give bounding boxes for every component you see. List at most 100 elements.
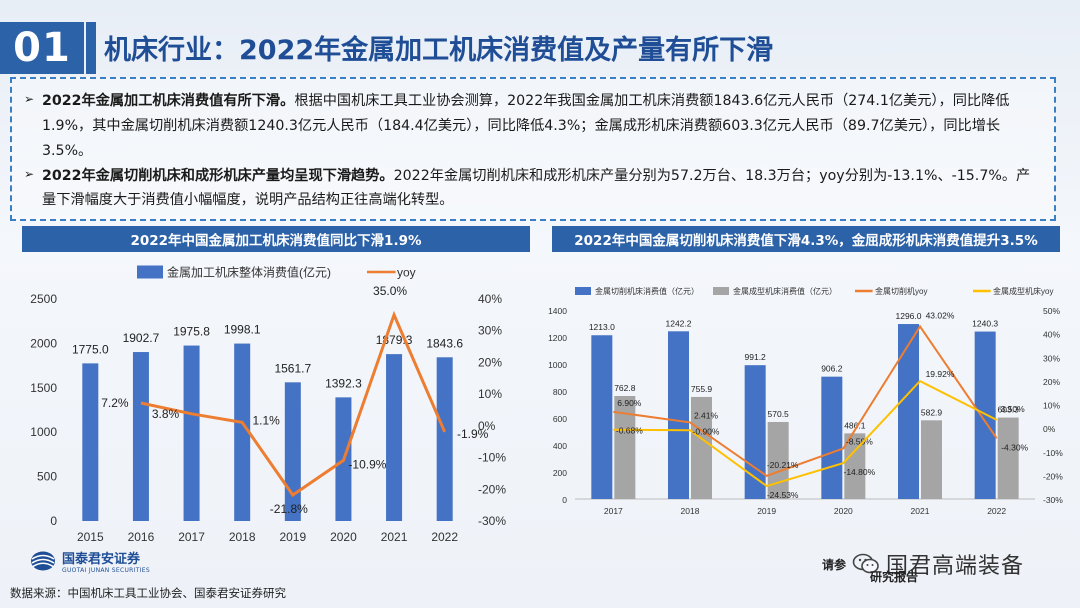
chart2-bar-label: 1213.0	[589, 322, 615, 332]
chart1-bar-1	[183, 345, 200, 521]
chart2-line-label: 6.90%	[617, 398, 642, 408]
chart2-bar-label: 906.2	[821, 364, 843, 374]
chart2-bar-2	[921, 420, 942, 499]
chart2-line-label: 2.41%	[694, 410, 719, 420]
chart2-line-label: -0.90%	[693, 426, 720, 436]
chart2-bar-1	[591, 335, 613, 499]
chart1-bar-label: 1975.8	[173, 325, 210, 339]
chart1-y-right-tick: 20%	[478, 355, 502, 369]
chart2-line-label: -20.21%	[767, 460, 799, 470]
chart1-y-left-tick: 2000	[30, 336, 57, 350]
chart2-y-left-tick: 600	[553, 414, 567, 424]
chart1-x-tick: 2022	[431, 530, 458, 544]
chart2-title: 2022年中国金属切削机床消费值下滑4.3%，金屈成形机床消费值提升3.5%	[552, 226, 1060, 252]
section-number: 01	[0, 22, 84, 74]
chart2-x-tick: 2020	[834, 506, 853, 516]
chart1-line-label: 1.1%	[253, 413, 281, 427]
chart2-x-tick: 2021	[911, 506, 930, 516]
chart1-bar-label: 1902.7	[123, 331, 160, 345]
chart1-legend-label: 金属加工机床整体消费值(亿元)	[167, 265, 331, 280]
header-accent-bar	[86, 22, 96, 74]
chart1-line-label: -1.9%	[457, 427, 489, 441]
chart2-y-left-tick: 200	[553, 468, 567, 478]
bullet-arrow-icon: ➢	[24, 92, 35, 106]
chart2-legend-swatch	[575, 287, 591, 295]
summary-bullet-1: ➢ 2022年金属加工机床消费值有所下滑。根据中国机床工具工业协会测算，2022…	[24, 89, 1040, 164]
chart2-bar-label: 1242.2	[666, 318, 692, 328]
guotai-logo-icon	[31, 551, 55, 571]
chart2-bar-2	[767, 421, 789, 499]
chart2-bar-label: 755.9	[691, 384, 713, 394]
chart2-y-left-tick: 400	[553, 441, 567, 451]
chart2-y-right-tick: 40%	[1043, 330, 1060, 340]
logo-en: GUOTAI JUNAN SECURITIES	[62, 567, 150, 574]
chart2-y-right-tick: 20%	[1043, 377, 1060, 387]
chart2-bar-2	[997, 417, 1019, 499]
chart1-bar-1	[386, 354, 403, 521]
chart1-line-label: -21.8%	[270, 502, 308, 516]
chart1-line-label: 35.0%	[373, 284, 407, 298]
chart1-bar-label: 1392.3	[325, 376, 362, 390]
chart1-y-right-tick: 10%	[478, 387, 502, 401]
wechat-icon	[852, 553, 879, 574]
chart2-y-right-tick: -30%	[1043, 495, 1063, 505]
page-title: 机床行业：2022年金属加工机床消费值及产量有所下滑	[104, 35, 774, 66]
chart2-line-label: 43.02%	[926, 310, 955, 320]
chart2-legend-swatch	[713, 287, 729, 295]
chart2-y-right-tick: -20%	[1043, 471, 1063, 481]
chart2-y-right-tick: 50%	[1043, 306, 1060, 316]
bullet-1-heading: 2022年金属加工机床消费值有所下滑。	[42, 93, 295, 109]
data-source: 数据来源：中国机床工具工业协会、国泰君安证券研究	[10, 586, 286, 600]
chart1-bar-label: 1998.1	[224, 323, 261, 337]
company-logo: 国泰君安证券 GUOTAI JUNAN SECURITIES	[30, 548, 150, 574]
bullet-2-heading: 2022年金属切削机床和成形机床产量均呈现下滑趋势。	[42, 167, 394, 184]
chart2-bar-label: 1240.3	[972, 319, 998, 329]
chart2-line-1	[613, 324, 998, 477]
chart2-y-left-tick: 800	[553, 387, 567, 397]
chart2-x-tick: 2017	[604, 506, 623, 516]
chart2-legend-label: 金属成型机床消费值（亿元）	[733, 286, 837, 296]
chart1-bar-1	[335, 397, 352, 521]
chart2-bar-label: 762.8	[614, 383, 636, 393]
chart2-bar-label: 1296.0	[896, 311, 922, 321]
chart2-y-right-tick: 10%	[1043, 401, 1060, 411]
bullet-arrow-icon: ➢	[24, 166, 35, 181]
chart1-x-tick: 2016	[128, 530, 155, 544]
chart1-x-tick: 2019	[279, 530, 306, 544]
chart1-x-tick: 2021	[381, 530, 408, 544]
wechat-watermark: 请参 国君高端装备	[822, 548, 1024, 580]
chart1-bar-label: 1775.0	[72, 342, 109, 356]
chart2-y-left-tick: 0	[562, 495, 567, 505]
logo-cn: 国泰君安证券	[62, 552, 141, 567]
chart1-bar-label: 1561.7	[274, 361, 311, 375]
chart1-y-right-tick: -20%	[478, 482, 506, 496]
chart2-bar-label: 603.3	[998, 405, 1020, 415]
chart2-y-right-tick: 30%	[1043, 353, 1060, 363]
chart1-line-label: 3.8%	[152, 407, 180, 421]
chart2-bar-1	[668, 331, 689, 499]
watermark-main-text: 国君高端装备	[886, 554, 1025, 579]
chart1-legend-label: yoy	[397, 266, 416, 280]
chart2-x-tick: 2018	[681, 506, 700, 516]
chart2-bar-label: 991.2	[745, 352, 767, 362]
chart1-line-1	[140, 310, 447, 498]
chart1-bar-1	[132, 352, 149, 521]
chart1-y-left-tick: 2500	[30, 292, 57, 306]
bullet-2-text: 2022年金属切削机床和成形机床产量分别为57.2万台、18.3万台；yoy分别…	[42, 167, 1031, 209]
chart2-line-label: 19.92%	[926, 369, 955, 379]
chart1-y-right-tick: 30%	[478, 324, 502, 338]
chart1-legend-swatch	[137, 265, 163, 279]
chart2-line-label: -4.30%	[1001, 442, 1028, 452]
chart2-bar-2	[614, 396, 636, 499]
chart2-y-left-tick: 1400	[548, 306, 567, 316]
chart2-bar-2	[691, 396, 712, 499]
chart2-bar-2	[844, 433, 866, 499]
chart1-bar-1	[82, 363, 99, 521]
chart2-line-label: -8.58%	[846, 436, 873, 446]
chart1-x-tick: 2017	[178, 530, 205, 544]
chart2-x-tick: 2019	[757, 506, 776, 516]
chart1-line-label: 7.2%	[101, 396, 129, 410]
chart2-legend-label: 金属切削机床消费值（亿元）	[595, 286, 699, 296]
chart1-x-tick: 2015	[77, 530, 104, 544]
chart2-line-2	[613, 379, 998, 488]
